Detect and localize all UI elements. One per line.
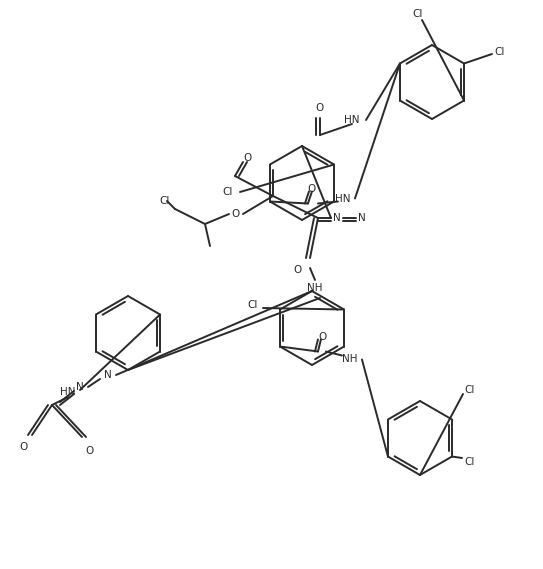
Text: N: N — [76, 382, 84, 392]
Text: O: O — [319, 332, 327, 343]
Text: O: O — [20, 442, 28, 452]
Text: O: O — [86, 446, 94, 456]
Text: N: N — [358, 213, 366, 223]
Text: O: O — [243, 153, 251, 163]
Text: Cl: Cl — [465, 385, 475, 395]
Text: Cl: Cl — [223, 187, 233, 197]
Text: Cl: Cl — [160, 196, 170, 206]
Text: O: O — [231, 209, 239, 219]
Text: HN: HN — [60, 387, 76, 397]
Text: HN: HN — [335, 193, 351, 204]
Text: NH: NH — [342, 354, 358, 365]
Text: O: O — [294, 265, 302, 275]
Text: NH: NH — [307, 283, 323, 293]
Text: N: N — [333, 213, 341, 223]
Text: N: N — [104, 370, 112, 380]
Text: O: O — [308, 183, 316, 193]
Text: O: O — [316, 103, 324, 113]
Text: Cl: Cl — [413, 9, 423, 19]
Text: Cl: Cl — [465, 457, 475, 467]
Text: Cl: Cl — [248, 300, 258, 310]
Text: HN: HN — [344, 115, 360, 125]
Text: Cl: Cl — [495, 47, 505, 57]
